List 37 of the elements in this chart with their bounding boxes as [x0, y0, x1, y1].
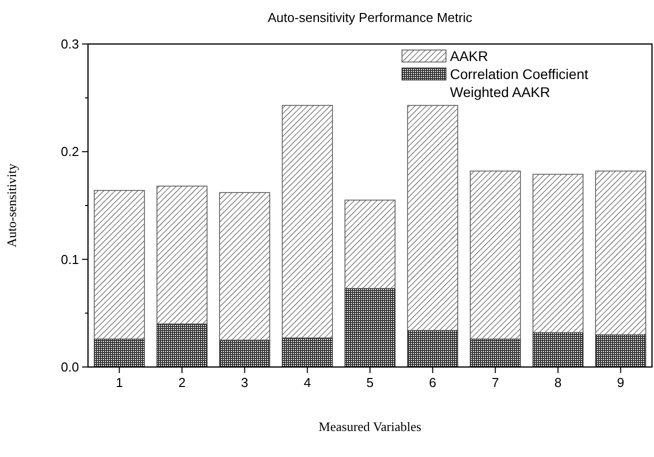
- bar: [407, 104, 458, 331]
- x-tick-label: 9: [617, 375, 624, 390]
- x-tick-label: 2: [178, 375, 186, 390]
- x-tick-label: 3: [241, 375, 248, 390]
- x-tick-label: 1: [116, 375, 123, 390]
- bar: [94, 338, 145, 368]
- bar: [470, 338, 521, 368]
- x-tick-label: 5: [366, 375, 374, 390]
- text: Weighted AAKR: [450, 84, 550, 100]
- bar: [595, 170, 646, 336]
- bar: [344, 200, 396, 289]
- bar: [94, 190, 145, 340]
- x-tick-label: 7: [492, 375, 499, 390]
- legend-label: AAKR: [450, 48, 488, 64]
- bar: [219, 340, 270, 368]
- x-tick-label: 4: [304, 375, 311, 390]
- bar: [595, 334, 646, 368]
- bar: [532, 332, 584, 368]
- bar: [219, 192, 270, 340]
- x-axis-title: Measured Variables: [318, 419, 422, 434]
- bar: [156, 186, 208, 324]
- bar: [344, 288, 396, 368]
- chart-title: Auto-sensitivity Performance Metric: [268, 10, 473, 25]
- y-tick-label: 0.2: [60, 144, 79, 160]
- bar: [532, 174, 584, 333]
- bar: [282, 338, 333, 368]
- bar: [156, 324, 208, 368]
- bar: [282, 104, 333, 338]
- bar: [407, 330, 458, 368]
- x-tick-label: 6: [429, 375, 436, 390]
- y-tick-label: 0.0: [60, 360, 79, 375]
- y-axis-title: Auto-sensitivity: [4, 163, 19, 248]
- y-tick-label: 0.3: [60, 36, 79, 52]
- x-tick-label: 8: [554, 375, 562, 390]
- legend-label: Correlation Coefficient: [450, 66, 588, 82]
- y-tick-label: 0.1: [60, 252, 79, 267]
- bar: [470, 170, 521, 340]
